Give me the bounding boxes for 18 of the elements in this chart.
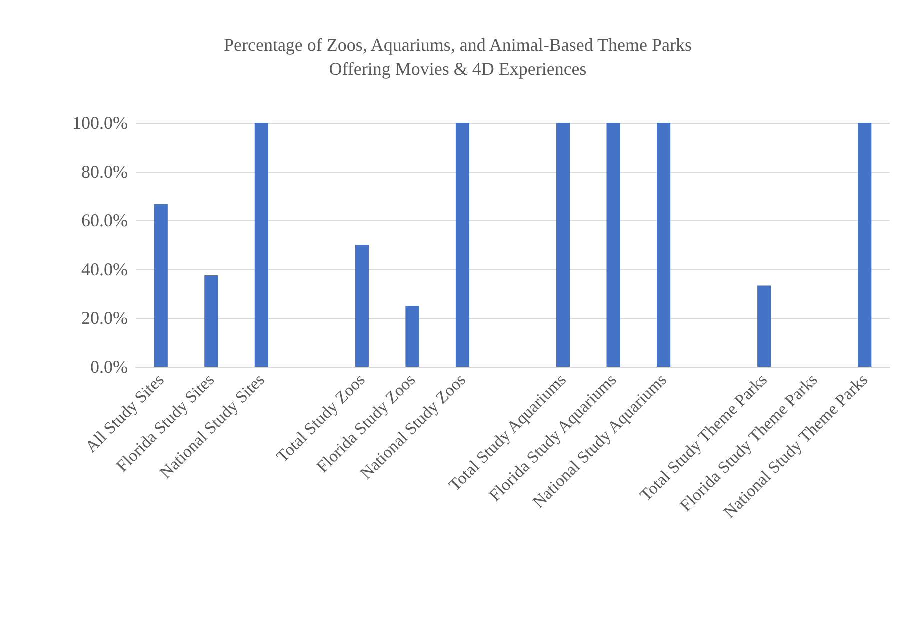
bar <box>154 204 168 367</box>
bar <box>858 123 872 367</box>
bar <box>254 123 268 367</box>
y-tick-label: 100.0% <box>72 113 128 133</box>
bar <box>657 123 671 367</box>
bar <box>758 286 772 367</box>
bar <box>204 276 218 367</box>
y-tick-label: 20.0% <box>82 308 128 328</box>
y-tick-label: 80.0% <box>82 162 128 182</box>
bar <box>355 245 369 367</box>
chart-title: Percentage of Zoos, Aquariums, and Animal-Based Theme Parks Offering Movies & 4D Experiences <box>224 35 692 79</box>
y-tick-label: 40.0% <box>82 259 128 280</box>
bar <box>556 123 570 367</box>
bar <box>606 123 620 367</box>
bar <box>456 123 470 367</box>
bar <box>406 306 420 367</box>
y-tick-label: 0.0% <box>90 357 128 377</box>
y-tick-label: 60.0% <box>82 210 128 231</box>
